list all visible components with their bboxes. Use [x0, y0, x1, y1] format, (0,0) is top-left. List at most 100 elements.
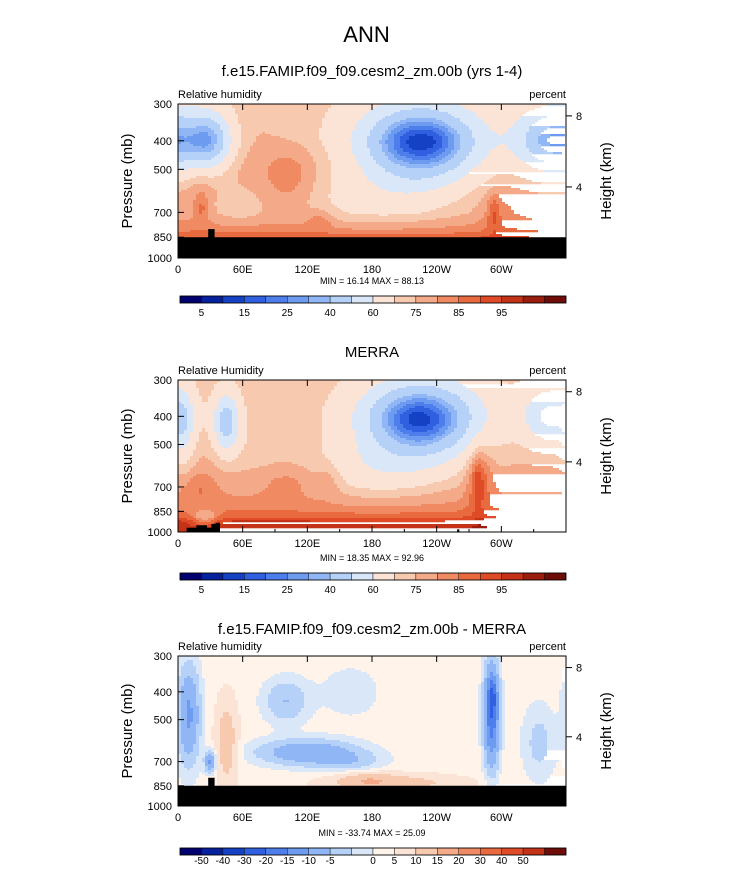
contour-cell: [442, 146, 448, 149]
colorbar-swatch: [265, 295, 288, 304]
contour-cell: [388, 126, 397, 129]
contour-cell: [235, 730, 241, 733]
contour-cell: [199, 690, 205, 693]
contour-cell: [181, 402, 190, 405]
contour-cell: [259, 212, 328, 215]
contour-cell: [223, 174, 238, 177]
contour-cell: [343, 476, 451, 479]
contour-cell: [307, 200, 331, 203]
contour-cell: [238, 744, 244, 747]
contour-cell: [499, 694, 502, 697]
contour-cell: [205, 700, 217, 703]
contour-cell: [238, 174, 268, 177]
contour-cell: [259, 706, 268, 709]
colorbar-swatch: [351, 572, 374, 581]
contour-cell: [190, 702, 196, 705]
contour-cell: [187, 518, 196, 521]
contour-cell: [385, 140, 394, 143]
contour-cell: [304, 694, 376, 697]
contour-cell: [274, 712, 298, 715]
contour-cell: [484, 196, 490, 199]
contour-cell: [178, 196, 196, 199]
contour-cell: [421, 440, 439, 443]
contour-cell: [526, 420, 541, 423]
contour-cell: [220, 380, 235, 383]
colorbar-swatch: [415, 572, 438, 581]
contour-cell: [505, 720, 523, 723]
contour-cell: [334, 480, 346, 483]
contour-cell: [493, 660, 499, 663]
contour-cell: [268, 486, 301, 489]
contour-cell: [268, 698, 304, 701]
contour-cell: [367, 144, 382, 147]
contour-cell: [481, 690, 484, 693]
contour-cell: [232, 216, 247, 219]
contour-cell: [445, 424, 451, 427]
contour-cell: [445, 420, 451, 423]
contour-cell: [235, 380, 340, 383]
contour-cell: [253, 192, 310, 195]
contour-cell: [439, 134, 445, 137]
contour-cell: [490, 706, 493, 709]
contour-cell: [499, 750, 502, 753]
contour-cell: [484, 754, 487, 757]
contour-cell: [496, 770, 502, 773]
contour-cell: [205, 742, 214, 745]
contour-cell: [370, 154, 385, 157]
contour-cell: [496, 200, 502, 203]
contour-cell: [178, 658, 199, 661]
contour-cell: [496, 222, 502, 225]
contour-cell: [373, 762, 391, 765]
contour-cell: [436, 406, 445, 409]
contour-cell: [505, 700, 535, 703]
contour-cell: [178, 508, 463, 511]
contour-cell: [481, 198, 490, 201]
contour-cell: [178, 208, 193, 211]
contour-cell: [394, 140, 400, 143]
contour-cell: [370, 150, 382, 153]
contour-cell: [241, 714, 262, 717]
contour-cell: [451, 132, 457, 135]
contour-cell: [523, 764, 556, 767]
contour-cell: [496, 230, 538, 233]
contour-cell: [499, 778, 529, 781]
y-right-tick-label: 4: [576, 732, 582, 744]
contour-cell: [190, 436, 199, 439]
contour-cell: [448, 130, 457, 133]
contour-cell: [214, 746, 220, 749]
contour-cell: [196, 464, 214, 467]
contour-cell: [499, 672, 502, 675]
contour-cell: [400, 146, 409, 149]
contour-cell: [400, 512, 472, 515]
contour-cell: [469, 776, 484, 779]
contour-cell: [406, 166, 433, 169]
contour-cell: [397, 388, 442, 391]
contour-cell: [181, 686, 196, 689]
contour-cell: [466, 224, 487, 227]
contour-cell: [370, 420, 382, 423]
contour-cell: [358, 400, 376, 403]
contour-cell: [286, 738, 325, 741]
contour-cell: [484, 488, 487, 491]
contour-cell: [478, 710, 481, 713]
contour-cell: [268, 168, 301, 171]
contour-cell: [496, 666, 499, 669]
contour-cell: [421, 504, 469, 507]
contour-cell: [493, 176, 520, 179]
contour-cell: [340, 488, 370, 491]
contour-cell: [562, 686, 565, 689]
contour-cell: [481, 700, 484, 703]
contour-cell: [499, 706, 502, 709]
contour-cell: [370, 418, 382, 421]
contour-cell: [433, 410, 442, 413]
contour-cell: [178, 518, 187, 521]
contour-cell: [205, 690, 220, 693]
contour-cell: [331, 106, 376, 109]
contour-cell: [211, 136, 217, 139]
contour-cell: [484, 122, 514, 125]
contour-cell: [493, 716, 496, 719]
contour-cell: [178, 424, 187, 427]
contour-cell: [178, 464, 196, 467]
contour-cell: [181, 688, 196, 691]
contour-cell: [445, 448, 466, 451]
